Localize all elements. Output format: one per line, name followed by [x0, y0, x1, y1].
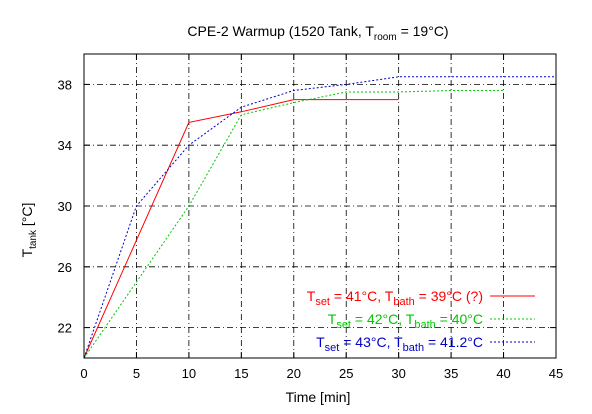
series-line-3 — [83, 76, 556, 359]
y-tick-label-2: 30 — [58, 199, 72, 214]
series-lines — [83, 76, 556, 359]
x-tick-label-7: 35 — [444, 366, 458, 381]
series-line-1 — [83, 99, 399, 359]
y-tick-label-0: 22 — [58, 321, 72, 336]
chart-title: CPE-2 Warmup (1520 Tank, Troom = 19°C) — [187, 23, 448, 43]
x-tick-label-1: 5 — [133, 366, 140, 381]
x-axis-ticks: 0 5 10 15 20 25 30 35 40 45 — [80, 54, 563, 381]
x-tick-label-5: 25 — [339, 366, 353, 381]
x-tick-label-9: 45 — [549, 366, 563, 381]
y-tick-label-1: 26 — [58, 260, 72, 275]
plot-frame — [83, 53, 557, 359]
x-tick-label-8: 40 — [496, 366, 510, 381]
legend-label-1: Tset = 41°C, Tbath = 39°C (?) — [307, 288, 483, 308]
x-tick-label-2: 10 — [182, 366, 196, 381]
y-axis-label: Ttank [°C] — [19, 203, 39, 258]
legend: Tset = 41°C, Tbath = 39°C (?) Tset = 42°C… — [307, 288, 535, 354]
legend-label-2: Tset = 42°C, Tbath = 40°C — [328, 311, 483, 331]
x-axis-label: Time [min] — [286, 389, 351, 405]
series-line-2 — [83, 90, 504, 359]
x-tick-label-6: 30 — [391, 366, 405, 381]
x-tick-label-3: 15 — [234, 366, 248, 381]
grid — [84, 54, 556, 358]
legend-label-3: Tset = 43°C, Tbath = 41.2°C — [316, 334, 483, 354]
x-tick-label-0: 0 — [80, 366, 87, 381]
y-tick-label-3: 34 — [58, 138, 72, 153]
y-axis-ticks: 22 26 30 34 38 — [58, 77, 556, 336]
x-tick-label-4: 20 — [287, 366, 301, 381]
y-tick-label-4: 38 — [58, 77, 72, 92]
